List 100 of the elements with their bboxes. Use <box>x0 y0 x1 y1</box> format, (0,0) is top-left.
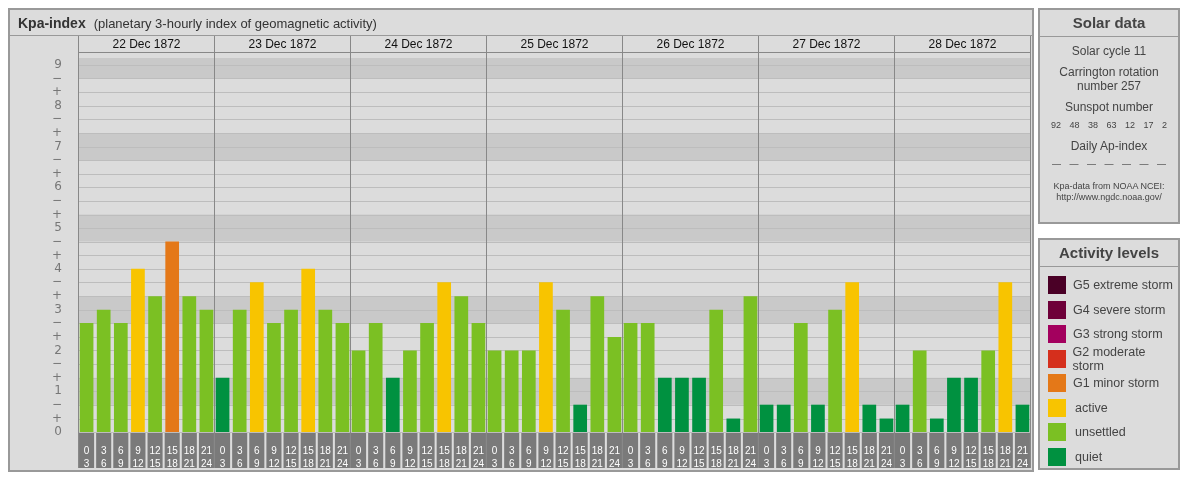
text: — — — — — — — <box>1051 158 1167 171</box>
x-tick-label: 12 15 <box>149 445 162 469</box>
x-tick-label: 3 6 <box>508 445 515 469</box>
x-tick-label: 3 6 <box>780 445 787 469</box>
x-tick-label: 3 6 <box>100 445 107 469</box>
x-tick-label: 6 9 <box>798 445 805 469</box>
y-tick-label: 7 <box>54 138 62 153</box>
y-tick-label: − <box>51 356 62 371</box>
text: Kpa-data from NOAA NCEI: http://www.ngdc.noaa.gov/ <box>1052 181 1166 203</box>
x-tick-label: 21 24 <box>880 445 893 469</box>
x-tick-label: 9 12 <box>404 445 416 469</box>
x-tick-label: 12 15 <box>557 445 570 469</box>
y-tick-label: 6 <box>54 179 62 194</box>
x-tick-label: 21 24 <box>1016 445 1029 469</box>
x-tick-label: 6 9 <box>662 445 669 469</box>
x-tick-label: 3 6 <box>372 445 379 469</box>
y-tick-label: + <box>51 206 62 221</box>
x-tick-label: 0 3 <box>491 445 498 469</box>
y-tick-label: 1 <box>54 383 62 398</box>
x-tick-label: 9 12 <box>812 445 824 469</box>
legend-label: unsettled <box>1075 425 1126 440</box>
y-tick-label: + <box>51 125 62 140</box>
legend-label: G5 extreme storm <box>1073 278 1174 293</box>
text: Solar data <box>1040 10 1178 37</box>
x-tick-label: 9 12 <box>540 445 552 469</box>
text: 92 48 38 63 12 17 2 <box>1049 119 1169 132</box>
y-tick-label: + <box>51 369 62 384</box>
y-tick-label: − <box>51 274 62 289</box>
chart-title: 26 Dec 1872 <box>656 37 725 52</box>
x-tick-label: 6 9 <box>934 445 941 469</box>
x-tick-label: 6 9 <box>254 445 261 469</box>
x-tick-label: 9 12 <box>948 445 960 469</box>
x-tick-label: 12 15 <box>421 445 434 469</box>
text: Carrington rotation number 257 <box>1058 65 1160 93</box>
x-tick-label: 18 21 <box>183 445 196 469</box>
y-tick-label: 8 <box>54 97 62 112</box>
x-tick-label: 3 6 <box>644 445 651 469</box>
y-tick-label: 0 <box>54 424 62 439</box>
text: Daily Ap-index <box>1069 139 1149 153</box>
y-tick-label: 5 <box>54 220 62 235</box>
legend-label: G3 strong storm <box>1073 327 1163 342</box>
x-tick-label: 3 6 <box>916 445 923 469</box>
x-tick-label: 21 24 <box>336 445 349 469</box>
x-tick-label: 0 3 <box>355 445 362 469</box>
x-tick-label: 18 21 <box>999 445 1012 469</box>
x-tick-label: 15 18 <box>846 445 859 469</box>
x-tick-label: 0 3 <box>83 445 90 469</box>
legend-label: quiet <box>1075 449 1103 464</box>
x-tick-label: 9 12 <box>268 445 280 469</box>
x-tick-label: 0 3 <box>763 445 770 469</box>
y-tick-label: − <box>51 111 62 126</box>
y-tick-label: + <box>51 288 62 303</box>
legend-label: active <box>1075 400 1108 415</box>
y-tick-label: − <box>51 315 62 330</box>
chart-title: 28 Dec 1872 <box>928 37 997 52</box>
legend-label: G4 severe storm <box>1073 302 1166 317</box>
y-tick-label: − <box>51 70 62 85</box>
x-tick-label: 6 9 <box>390 445 397 469</box>
x-tick-label: 18 21 <box>591 445 604 469</box>
x-tick-label: 18 21 <box>727 445 740 469</box>
x-tick-label: 0 3 <box>219 445 226 469</box>
y-tick-label: − <box>51 192 62 207</box>
x-tick-label: 0 3 <box>899 445 906 469</box>
x-tick-label: 21 24 <box>472 445 485 469</box>
y-tick-label: 3 <box>54 301 62 316</box>
y-tick-label: 2 <box>54 342 62 357</box>
y-tick-label: − <box>51 152 62 167</box>
y-tick-label: + <box>51 84 62 99</box>
chart-title: 27 Dec 1872 <box>792 37 861 52</box>
x-tick-label: 12 15 <box>285 445 298 469</box>
legend-title: Activity levels <box>1040 240 1178 267</box>
x-tick-label: 21 24 <box>744 445 757 469</box>
x-tick-label: 15 18 <box>982 445 995 469</box>
x-tick-label: 12 15 <box>693 445 706 469</box>
text: (planetary 3-hourly index of geomagnetic activity) <box>93 16 377 31</box>
x-tick-label: 15 18 <box>438 445 451 469</box>
x-tick-label: 18 21 <box>319 445 332 469</box>
text: Sunspot number <box>1063 100 1155 114</box>
chart-title: 24 Dec 1872 <box>384 37 453 52</box>
y-tick-label: 4 <box>54 260 62 275</box>
x-tick-label: 21 24 <box>608 445 621 469</box>
x-tick-label: 15 18 <box>710 445 723 469</box>
y-tick-label: − <box>51 396 62 411</box>
x-tick-label: 15 18 <box>574 445 587 469</box>
x-tick-label: 12 15 <box>965 445 978 469</box>
chart-title: 22 Dec 1872 <box>112 37 181 52</box>
text: Solar cycle 11 <box>1070 44 1148 58</box>
x-tick-label: 6 9 <box>526 445 533 469</box>
y-tick-label: 9 <box>54 57 62 72</box>
x-tick-label: 15 18 <box>166 445 179 469</box>
legend-label: G2 moderate storm <box>1072 344 1147 373</box>
x-tick-label: 0 3 <box>627 445 634 469</box>
y-tick-label: + <box>51 247 62 262</box>
x-tick-label: 15 18 <box>302 445 315 469</box>
chart-title: 23 Dec 1872 <box>248 37 317 52</box>
x-tick-label: 12 15 <box>829 445 842 469</box>
y-tick-label: + <box>51 410 62 425</box>
text: Kpa-index <box>18 15 86 31</box>
y-tick-label: − <box>51 233 62 248</box>
x-tick-label: 6 9 <box>118 445 125 469</box>
